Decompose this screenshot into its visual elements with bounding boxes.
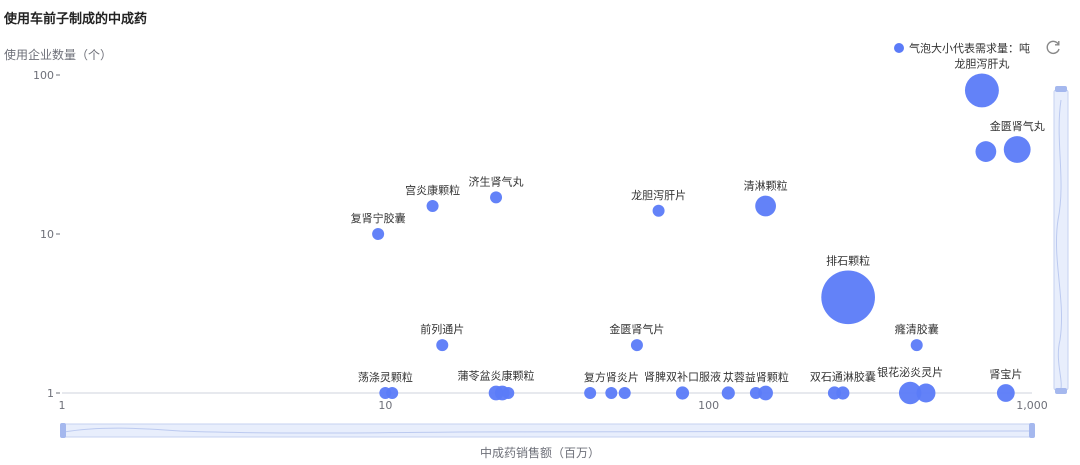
bubble-label: 癃清胶囊 (895, 322, 939, 336)
bubble-label: 蒲苓盆炎康颗粒 (458, 369, 535, 383)
legend-label: 气泡大小代表需求量：吨 (909, 42, 1030, 55)
bubble-point[interactable] (836, 386, 850, 400)
refresh-icon[interactable] (1044, 38, 1062, 56)
legend[interactable]: 气泡大小代表需求量：吨 (894, 40, 1030, 56)
x-tick-label: 1 (59, 399, 66, 412)
y-tick-label: 1 (47, 387, 54, 400)
bubble-point[interactable] (426, 200, 439, 213)
bubble-point[interactable] (630, 339, 643, 352)
x-tick-label: 1,000 (1016, 399, 1048, 412)
bubble-point[interactable] (821, 270, 875, 325)
bubble-point[interactable] (502, 387, 515, 399)
y-zoom-handle-bottom[interactable] (1055, 388, 1067, 394)
bubble-label: 荡涤灵颗粒 (358, 370, 413, 384)
bubble-point[interactable] (996, 384, 1015, 402)
bubble-label: 龙胆泻肝丸 (954, 57, 1009, 70)
bubble-point[interactable] (436, 339, 449, 352)
y-zoom-handle-top[interactable] (1055, 86, 1067, 92)
bubble-point[interactable] (584, 387, 597, 399)
bubble-point[interactable] (758, 385, 773, 401)
bubble-label: 金匮肾气丸 (990, 119, 1045, 133)
bubble-label: 龙胆泻肝片 (631, 189, 686, 202)
bubble-point[interactable] (386, 387, 399, 399)
bubble-label: 肾脾双补口服液 (644, 369, 721, 383)
x-zoom-handle-right[interactable] (1029, 423, 1035, 438)
bubble-point[interactable] (652, 204, 665, 217)
bubble-label: 银花泌炎灵片 (877, 365, 943, 379)
x-zoom-handle-left[interactable] (60, 423, 66, 438)
bubble-point[interactable] (490, 191, 503, 204)
x-axis-label: 中成药销售额（百万） (479, 446, 600, 460)
bubble-point[interactable] (618, 387, 631, 399)
bubble-label: 前列通片 (420, 322, 464, 336)
x-tick-label: 100 (698, 399, 719, 412)
y-datazoom-slider[interactable] (1053, 86, 1069, 394)
bubble-point[interactable] (916, 383, 936, 403)
bubble-point[interactable] (1003, 136, 1031, 163)
bubble-point[interactable] (910, 339, 923, 352)
bubble-label: 清淋颗粒 (744, 179, 788, 193)
bubble-label: 金匮肾气片 (609, 322, 664, 336)
bubble-point[interactable] (721, 386, 735, 400)
bubble-label: 济生肾气丸 (469, 174, 524, 188)
x-tick-label: 10 (378, 399, 392, 412)
x-datazoom-slider[interactable] (60, 423, 1035, 438)
bubble-label: 复方肾炎片 (584, 370, 639, 384)
bubble-point[interactable] (975, 141, 997, 162)
legend-bubble-icon (894, 43, 904, 53)
bubble-point[interactable] (605, 387, 618, 399)
bubble-point[interactable] (755, 195, 776, 217)
bubble-point[interactable] (675, 386, 690, 400)
bubble-label: 双石通淋胶囊 (810, 369, 876, 383)
y-tick-label: 100 (33, 69, 54, 82)
chart-title: 使用车前子制成的中成药 (4, 12, 148, 27)
bubble-point[interactable] (898, 381, 922, 405)
bubble-point[interactable] (372, 228, 385, 240)
bubble-label: 苁蓉益肾颗粒 (723, 370, 789, 384)
y-tick-label: 10 (40, 228, 54, 241)
y-axis-label: 使用企业数量（个） (4, 48, 113, 62)
bubble-label: 宫炎康颗粒 (405, 183, 460, 197)
bubble-label: 肾宝片 (989, 367, 1022, 381)
bubble-label: 复肾宁胶囊 (351, 211, 406, 225)
bubble-label: 排石颗粒 (826, 253, 870, 267)
bubble-point[interactable] (964, 73, 999, 108)
